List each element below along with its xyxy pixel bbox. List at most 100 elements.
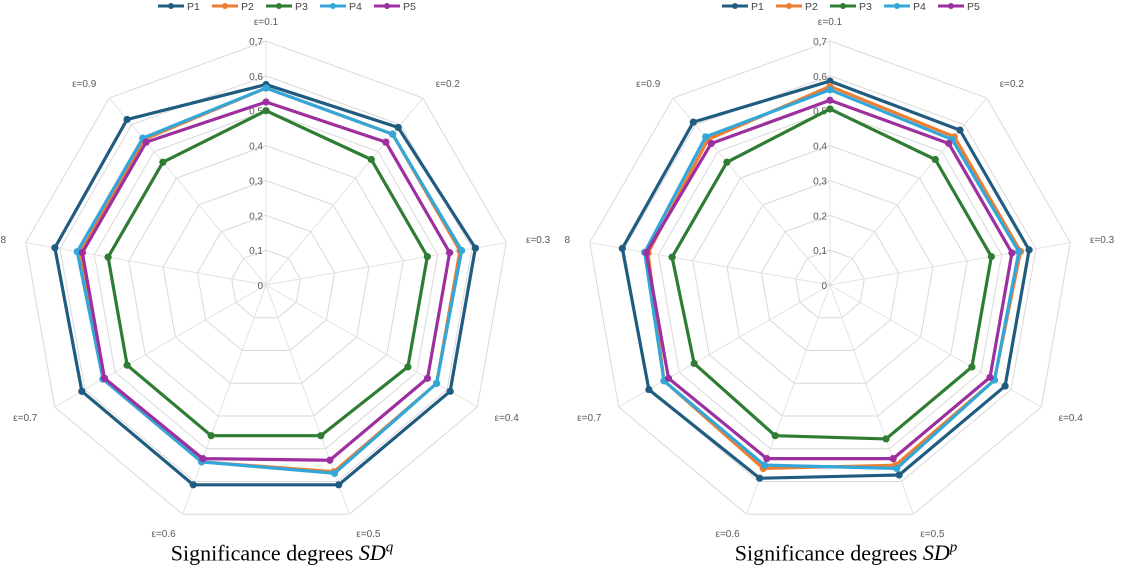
- data-point-p4: [760, 461, 769, 469]
- series-p3: [104, 107, 431, 440]
- data-point-p4: [330, 469, 339, 477]
- legend-marker-p5: [948, 3, 954, 9]
- grid-spoke: [25, 242, 267, 286]
- grid-ring: [196, 214, 336, 352]
- data-point-p5: [326, 456, 334, 464]
- data-point-p1: [1025, 246, 1033, 254]
- grid-spoke: [829, 97, 988, 286]
- radial-tick-label: 0,4: [813, 142, 827, 153]
- axis-label: ε=0.3: [526, 235, 551, 246]
- axis-label: ε=0.1: [818, 17, 843, 28]
- axis-label: ε=0.1: [254, 17, 279, 28]
- grid-spoke: [265, 284, 350, 515]
- data-point-p4: [432, 379, 441, 388]
- data-point-p3: [968, 363, 976, 371]
- data-point-p3: [423, 252, 431, 261]
- data-point-p1: [471, 244, 479, 252]
- series-line-p1: [53, 82, 477, 487]
- legend-marker-p3: [276, 3, 282, 9]
- data-point-p5: [199, 455, 207, 463]
- axis-label: ε=0.3: [1090, 235, 1115, 246]
- series-line-p3: [106, 109, 429, 438]
- data-point-p3: [367, 155, 375, 164]
- radar-chart-sdq: P1 P2 P3 P4 P5 0 0,1 0,2 0,3 0,4 0,5 0,6 0,7 ε=0.1 ε=0…: [0, 1, 551, 566]
- series-p5: [78, 98, 454, 464]
- data-point-p3: [404, 363, 412, 371]
- radar-chart-sdp: P1 P2 P3 P4 P5 0 0,1 0,2 0,3 0,4 0,5 0,6 0,7 ε=0.1 ε=0…: [564, 0, 1128, 578]
- series-p4: [641, 86, 1023, 473]
- data-point-p5: [826, 96, 834, 104]
- series-line-p4: [643, 88, 1021, 471]
- legend-marker-p3: [840, 3, 846, 9]
- radial-tick-label: 0,7: [249, 37, 263, 48]
- data-point-p5: [382, 138, 390, 146]
- grid-ring: [25, 40, 507, 515]
- radial-tick-label: 0: [821, 281, 827, 292]
- data-point-p5: [664, 374, 673, 382]
- data-point-p1: [956, 126, 964, 134]
- caption-text: Significance degrees: [170, 540, 354, 566]
- data-point-p3: [723, 158, 731, 166]
- data-point-p3: [771, 432, 779, 440]
- data-point-p1: [895, 471, 903, 479]
- data-point-p3: [931, 155, 939, 164]
- legend-label-p5: P5: [403, 1, 416, 13]
- data-point-p1: [335, 481, 343, 489]
- data-point-p1: [51, 244, 59, 252]
- data-point-p3: [207, 432, 215, 440]
- data-point-p3: [987, 252, 995, 261]
- chart-caption-sdp: Significance degrees SDp: [564, 540, 1128, 566]
- caption-sup: q: [385, 540, 394, 556]
- series-line-p3: [670, 107, 993, 441]
- grid-spoke: [182, 284, 267, 515]
- grid-ring: [128, 145, 404, 417]
- data-point-p5: [78, 249, 86, 257]
- data-point-p5: [889, 455, 897, 463]
- axis-label: ε=0.2: [1000, 79, 1025, 90]
- data-point-p5: [100, 374, 109, 382]
- data-point-p5: [945, 139, 953, 148]
- radial-tick-label: 0,6: [249, 72, 263, 83]
- data-point-p5: [986, 373, 994, 381]
- data-point-p5: [446, 249, 454, 257]
- data-point-p1: [446, 387, 454, 395]
- axis-label: ε=0.8: [564, 235, 570, 246]
- axis-label: ε=0.4: [1059, 413, 1084, 424]
- radial-tick-label: 0,2: [249, 211, 263, 222]
- legend: P1 P2 P3 P4 P5: [722, 1, 980, 13]
- series-p1: [618, 77, 1033, 482]
- data-point-p1: [689, 118, 697, 126]
- data-point-p4: [893, 464, 901, 473]
- data-point-p3: [104, 253, 112, 261]
- grid-ring: [93, 110, 439, 450]
- radial-tick-label: 0,4: [249, 142, 263, 153]
- axis-label: ε=0.9: [72, 79, 97, 90]
- data-point-p5: [142, 138, 150, 146]
- grid-ring: [231, 249, 301, 319]
- data-point-p1: [756, 474, 764, 482]
- legend-label-p4: P4: [913, 1, 926, 13]
- series-p1: [51, 80, 479, 489]
- data-point-p4: [458, 246, 466, 255]
- grid-ring: [692, 145, 968, 417]
- data-point-p5: [262, 98, 270, 106]
- axis-label: ε=0.4: [495, 413, 520, 424]
- data-point-p4: [262, 84, 270, 92]
- data-point-p3: [690, 359, 698, 368]
- data-point-p3: [262, 107, 270, 115]
- data-point-p1: [645, 385, 653, 394]
- axis-label: ε=0.2: [436, 79, 461, 90]
- legend-label-p3: P3: [859, 1, 872, 13]
- data-point-p5: [763, 455, 771, 463]
- data-point-p5: [642, 249, 650, 257]
- caption-symbol: SDp: [922, 540, 958, 566]
- grid-spoke: [672, 97, 831, 286]
- radial-tick-label: 0,6: [813, 72, 827, 83]
- axis-label: ε=0.8: [0, 235, 6, 246]
- radial-tick-label: 0,2: [813, 211, 827, 222]
- radar-chart-sdp-svg: P1 P2 P3 P4 P500,10,20,30,40,50,60,7ε=0.1ε=0…: [564, 1, 1115, 540]
- legend-marker-p2: [222, 3, 228, 9]
- axis-label: ε=0.9: [636, 79, 661, 90]
- legend-marker-p2: [786, 3, 792, 9]
- legend-label-p5: P5: [967, 1, 980, 13]
